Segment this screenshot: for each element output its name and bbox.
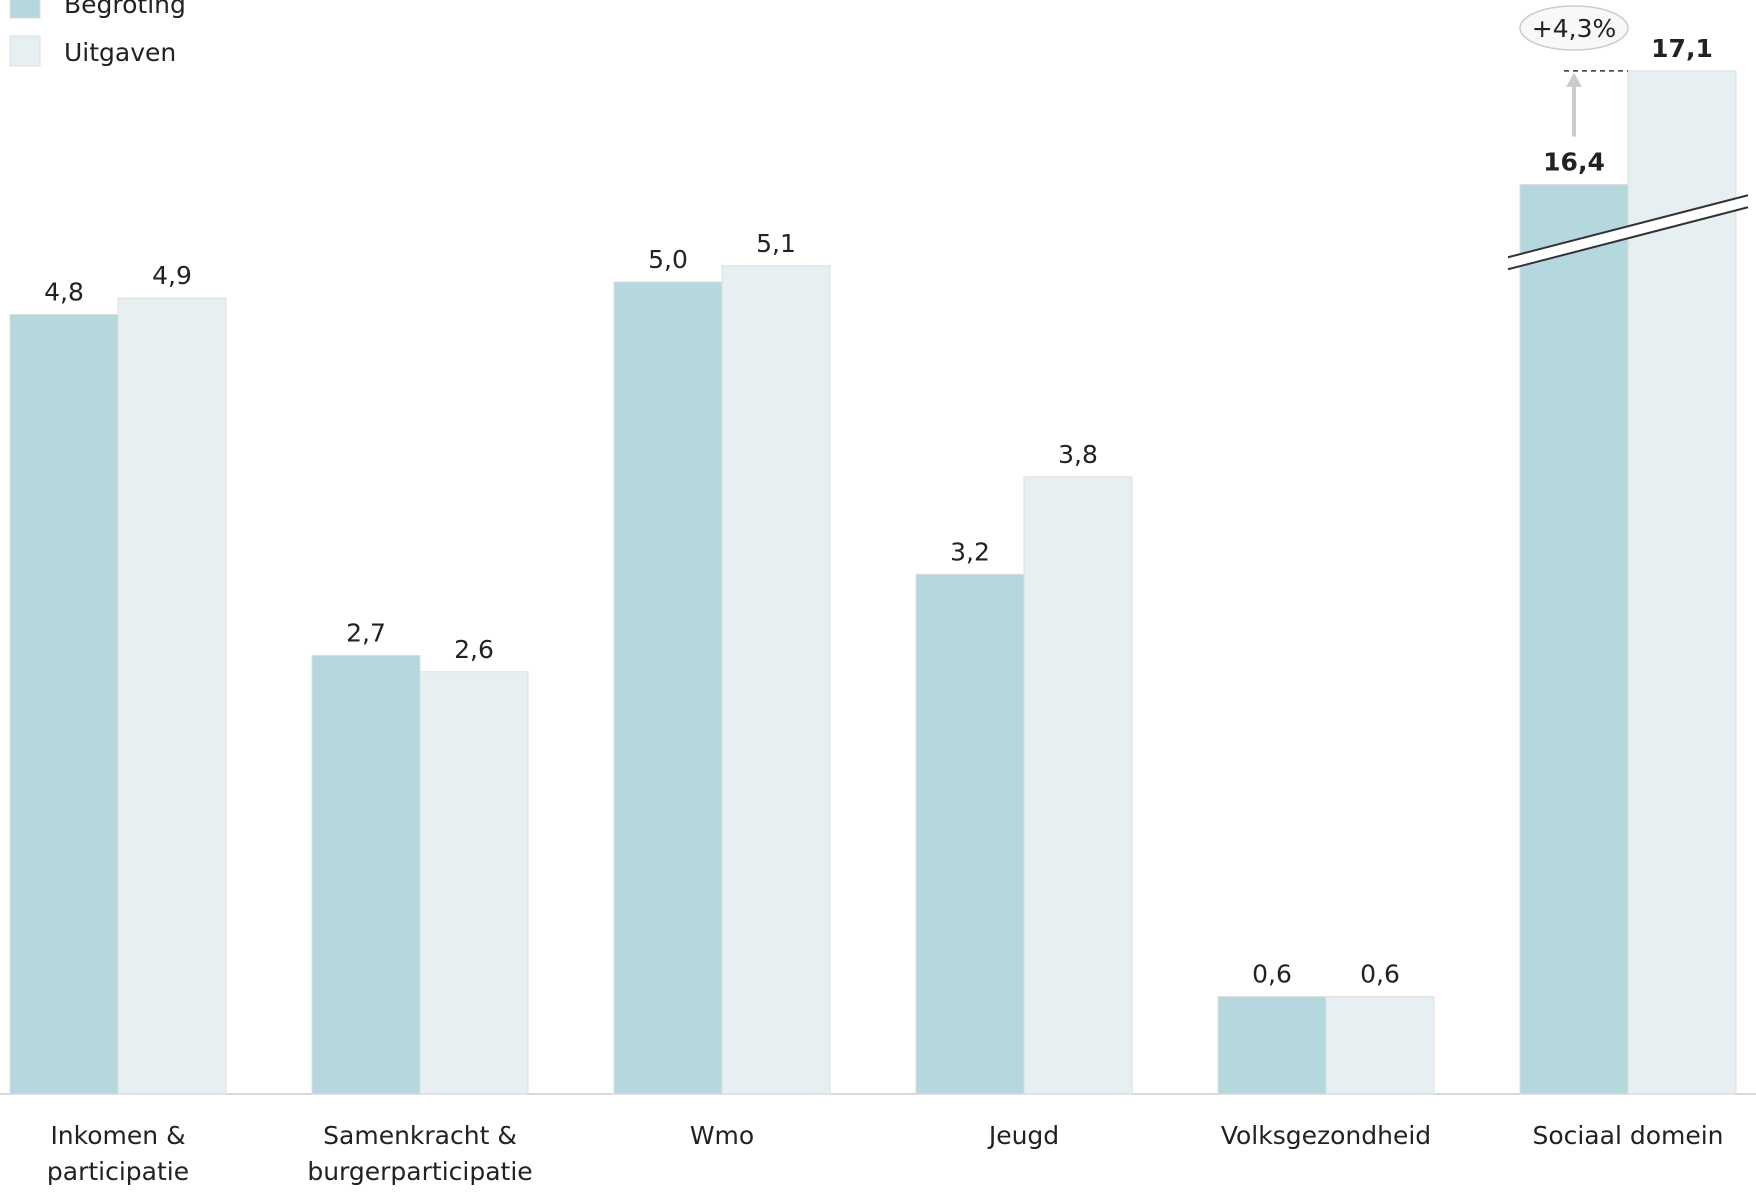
axis-break	[1508, 195, 1748, 270]
bar	[1519, 184, 1629, 1095]
bar	[721, 265, 831, 1095]
value-label: 0,6	[1252, 960, 1292, 989]
value-label: 16,4	[1543, 148, 1605, 177]
axis-break-line	[1507, 194, 1749, 259]
value-label: 5,0	[648, 245, 688, 274]
legend-swatch	[9, 0, 41, 19]
legend-label: Begroting	[64, 0, 186, 19]
value-label: 4,9	[152, 261, 192, 290]
bar	[419, 671, 529, 1095]
axis-break-line	[1507, 206, 1749, 271]
annotation-bubble	[1519, 5, 1629, 51]
legend-label: Uitgaven	[64, 38, 176, 67]
value-label: 5,1	[756, 229, 796, 258]
value-label: 3,2	[950, 537, 990, 566]
bar	[915, 573, 1025, 1095]
bar	[9, 313, 119, 1095]
value-label: 17,1	[1651, 34, 1713, 63]
bar	[311, 655, 421, 1095]
bar	[1217, 996, 1327, 1095]
x-tick-label: Samenkracht & burgerparticipatie	[307, 1121, 533, 1186]
value-label: 2,6	[454, 635, 494, 664]
x-tick-label: Jeugd	[988, 1121, 1060, 1150]
bar	[1325, 996, 1435, 1095]
value-label: 4,8	[44, 277, 84, 306]
bar	[613, 281, 723, 1095]
x-tick-label: Sociaal domein	[1532, 1121, 1724, 1150]
bar	[1023, 476, 1133, 1095]
annotation: +4,3%	[1532, 14, 1616, 43]
x-tick-label: Inkomen & participatie	[46, 1121, 190, 1186]
value-label: 3,8	[1058, 440, 1098, 469]
value-label: 2,7	[346, 619, 386, 648]
bar	[117, 297, 227, 1095]
legend-swatch	[9, 35, 41, 67]
arrow-head	[1566, 72, 1582, 87]
value-label: 0,6	[1360, 960, 1400, 989]
x-tick-label: Volksgezondheid	[1220, 1121, 1432, 1150]
bar	[1627, 70, 1737, 1095]
x-tick-label: Wmo	[689, 1121, 755, 1150]
